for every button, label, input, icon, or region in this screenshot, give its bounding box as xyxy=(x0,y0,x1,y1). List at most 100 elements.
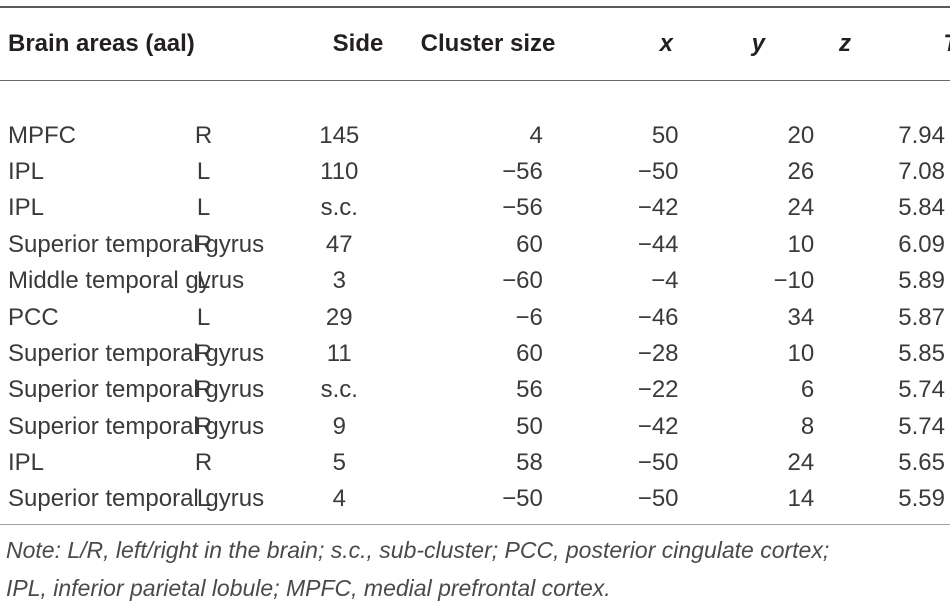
table-bottom-rule xyxy=(0,523,950,525)
table-row: Superior temporal gyrus R 11 60 −28 10 5.85 xyxy=(0,336,950,372)
cell-cluster-size: 47 xyxy=(325,230,353,258)
cell-y: −44 xyxy=(637,230,679,258)
cell-cluster-size: 4 xyxy=(332,485,346,513)
cell-z: 26 xyxy=(787,157,815,185)
cell-z: 14 xyxy=(787,485,815,513)
cell-t: 5.85 xyxy=(898,339,945,367)
cell-cluster-size: 145 xyxy=(319,121,360,149)
cell-x: 56 xyxy=(516,376,543,404)
cell-z: 8 xyxy=(800,412,815,440)
note-line-1: Note: L/R, left/right in the brain; s.c.… xyxy=(6,536,830,563)
cell-cluster-size: 29 xyxy=(325,303,353,331)
cell-y: −42 xyxy=(637,412,679,440)
cell-t: 7.08 xyxy=(898,157,945,185)
cell-cluster-size: 110 xyxy=(320,157,359,185)
cell-side: L xyxy=(196,485,211,513)
cell-y: 50 xyxy=(651,121,679,149)
results-table-body: MPFC R 145 4 50 20 7.94 IPL L 110 −56 −50 26 7.08 IPL L… xyxy=(0,81,950,518)
header-rule xyxy=(0,80,950,81)
cell-t: 7.94 xyxy=(898,121,945,149)
cell-brain-area: Middle temporal gyrus xyxy=(8,267,245,295)
body-spacer xyxy=(0,81,950,117)
table-row: Superior temporal gyrus R 9 50 −42 8 5.74 xyxy=(0,409,950,445)
cell-z: 24 xyxy=(787,194,815,222)
cell-x: 4 xyxy=(529,121,543,149)
table-row: PCC L 29 −6 −46 34 5.87 xyxy=(0,299,950,335)
cell-x: −56 xyxy=(502,157,543,185)
cell-side: R xyxy=(194,376,213,404)
cell-x: −56 xyxy=(502,194,543,222)
cell-x: −60 xyxy=(502,267,543,295)
cell-z: 20 xyxy=(787,121,815,149)
cell-cluster-size: s.c. xyxy=(320,376,358,404)
cell-brain-area: IPL xyxy=(8,157,45,185)
cell-cluster-size: s.c. xyxy=(320,194,358,222)
note-line-2: IPL, inferior parietal lobule; MPFC, med… xyxy=(6,574,611,601)
cell-t: 5.89 xyxy=(898,267,945,295)
cell-cluster-size: 5 xyxy=(332,449,346,477)
header-cluster-size: Cluster size xyxy=(420,30,556,57)
cell-brain-area: Superior temporal gyrus xyxy=(8,339,265,367)
header-side: Side xyxy=(332,30,384,57)
cell-side: L xyxy=(196,194,211,222)
cell-t: 6.09 xyxy=(898,230,945,258)
cell-brain-area: IPL xyxy=(8,194,45,222)
cell-cluster-size: 3 xyxy=(332,267,346,295)
table-row: Superior temporal gyrus R 47 60 −44 10 6.09 xyxy=(0,227,950,263)
cell-t: 5.74 xyxy=(898,376,945,404)
table-note: Note: L/R, left/right in the brain; s.c.… xyxy=(0,525,950,607)
cell-z: 34 xyxy=(787,303,815,331)
cell-y: −46 xyxy=(637,303,679,331)
cell-brain-area: Superior temporal gyrus xyxy=(8,376,265,404)
cell-y: −22 xyxy=(637,376,679,404)
cell-side: R xyxy=(194,121,213,149)
cell-x: −50 xyxy=(502,485,543,513)
table-row: Middle temporal gyrus L 3 −60 −4 −10 5.89 xyxy=(0,263,950,299)
cell-t: 5.65 xyxy=(898,449,945,477)
cell-z: −10 xyxy=(773,267,815,295)
cell-side: R xyxy=(194,449,213,477)
cell-brain-area: Superior temporal gyrus xyxy=(8,412,265,440)
cell-y: −50 xyxy=(637,157,679,185)
table-row: IPL R 5 58 −50 24 5.65 xyxy=(0,445,950,481)
cell-z: 24 xyxy=(787,449,815,477)
cell-z: 6 xyxy=(800,376,815,404)
cell-x: 60 xyxy=(516,339,543,367)
header-x: x xyxy=(659,30,673,57)
cell-y: −50 xyxy=(637,485,679,513)
cell-side: R xyxy=(194,230,213,258)
table-row: MPFC R 145 4 50 20 7.94 xyxy=(0,117,950,153)
table-row: Superior temporal gyrus L 4 −50 −50 14 5.59 xyxy=(0,481,950,517)
cell-cluster-size: 9 xyxy=(332,412,346,440)
header-z: z xyxy=(839,30,851,57)
cell-brain-area: IPL xyxy=(8,449,45,477)
header-t: T xyxy=(851,8,950,80)
cell-z: 10 xyxy=(787,339,815,367)
table-body: MPFC R 145 4 50 20 7.94 IPL L 110 −56 −50 26 7.08 IPL L… xyxy=(0,81,950,518)
cell-cluster-size: 11 xyxy=(326,339,352,367)
cell-x: 50 xyxy=(516,412,543,440)
cell-z: 10 xyxy=(787,230,815,258)
cell-y: −28 xyxy=(637,339,679,367)
header-row: Brain areas (aal) Side Cluster size x y … xyxy=(0,8,950,80)
cell-side: L xyxy=(196,157,211,185)
cell-brain-area: MPFC xyxy=(8,121,76,149)
cell-side: L xyxy=(196,303,211,331)
header-y: y xyxy=(751,30,765,57)
cell-x: −6 xyxy=(515,303,543,331)
header-brain-areas: Brain areas (aal) xyxy=(8,30,195,57)
cell-side: L xyxy=(196,267,211,295)
cell-x: 58 xyxy=(516,449,543,477)
cell-x: 60 xyxy=(516,230,543,258)
cell-y: −4 xyxy=(651,267,679,295)
cell-side: R xyxy=(194,339,213,367)
table-header: Brain areas (aal) Side Cluster size x y … xyxy=(0,8,950,80)
cell-t: 5.84 xyxy=(898,194,945,222)
cell-t: 5.74 xyxy=(898,412,945,440)
results-table: Brain areas (aal) Side Cluster size x y … xyxy=(0,8,950,80)
cell-t: 5.87 xyxy=(898,303,945,331)
cell-y: −50 xyxy=(637,449,679,477)
